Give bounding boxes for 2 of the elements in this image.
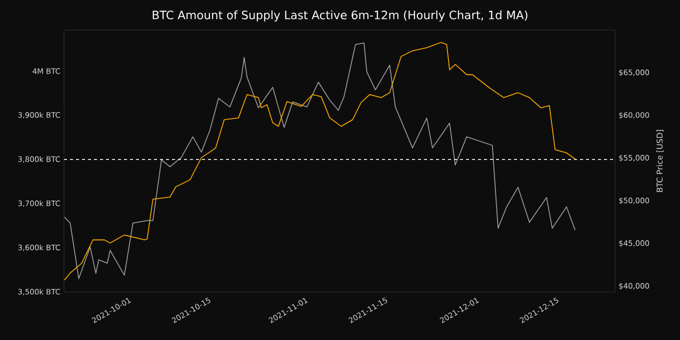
y2-axis-title: BTC Price [USD] — [656, 130, 664, 192]
chart-title: BTC Amount of Supply Last Active 6m-12m (Hourly Chart, 1d MA) — [152, 10, 528, 22]
